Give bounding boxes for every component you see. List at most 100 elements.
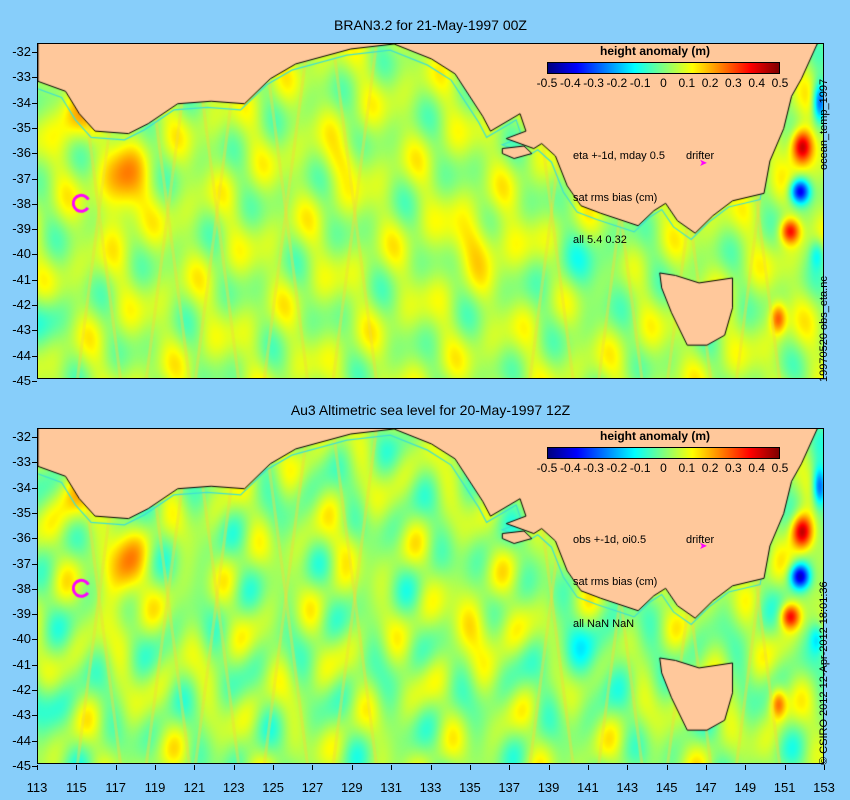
lat-tick-label: -42: [12, 297, 31, 312]
lat-tick-label: -43: [12, 322, 31, 338]
colorbar-tick-label: 0.1: [678, 461, 696, 475]
lon-tick-label: 139: [537, 780, 560, 795]
panel-2-annotation-line: all NaN NaN: [573, 618, 635, 630]
colorbar-tick-label: -0.2: [606, 76, 628, 90]
colorbar-tick-label: 0.3: [725, 76, 742, 90]
lat-tick-label: -32: [12, 429, 31, 444]
colorbar-tick-label: -0.2: [606, 461, 628, 475]
lat-tick-mark: [32, 330, 37, 332]
colorbar-tick-label: 0.5: [771, 76, 789, 90]
lon-tick-mark: [705, 765, 707, 770]
lon-tick-mark: [509, 765, 511, 770]
lon-tick-mark: [784, 765, 786, 770]
panel-1-side-label-bottom: 19970520 obs_eta.nc: [818, 276, 830, 382]
lat-tick-label: -38: [12, 195, 31, 211]
panel-1-annotation: eta +-1d, mday 0.5 sat rms bias (cm) all…: [573, 121, 665, 261]
colorbar-tick-label: 0.1: [678, 76, 696, 90]
panel-2-colorbar-title: height anomaly (m): [599, 429, 710, 443]
lat-tick-label: -33: [12, 69, 31, 85]
colorbar-tick-label: 0: [660, 76, 667, 90]
lon-tick-mark: [469, 765, 471, 770]
lon-tick-label: 117: [105, 780, 127, 795]
lon-tick-label: 121: [183, 780, 206, 795]
lon-tick-mark: [312, 765, 314, 770]
lat-tick-label: -33: [12, 454, 31, 470]
lon-tick-mark: [824, 765, 825, 770]
panel-1-colorbar-title: height anomaly (m): [599, 44, 710, 58]
panel-2-colorbar: [547, 447, 780, 459]
lon-tick-label: 143: [616, 780, 639, 795]
lat-tick-mark: [32, 588, 37, 590]
lon-tick-label: 129: [340, 780, 363, 795]
lat-tick-label: -41: [12, 271, 31, 287]
lat-tick-label: -34: [12, 479, 31, 495]
panel-1-annotation-line: eta +-1d, mday 0.5: [573, 150, 666, 162]
lon-tick-label: 131: [380, 780, 402, 795]
panel-2-map-canvas: [38, 429, 823, 763]
colorbar-tick-label: -0.3: [583, 76, 604, 90]
lat-tick-mark: [32, 178, 37, 180]
lat-tick-label: -41: [12, 656, 31, 672]
lat-tick-label: -34: [12, 94, 31, 110]
lat-tick-label: -45: [12, 372, 31, 388]
lat-tick-mark: [32, 614, 37, 616]
lat-tick-label: -39: [12, 221, 31, 237]
lon-tick-label: 137: [498, 780, 521, 795]
lon-tick-mark: [587, 765, 589, 770]
lon-tick-mark: [194, 765, 196, 770]
panel-1-side-label-top: ocean_temp_1997: [818, 78, 830, 170]
lon-tick-label: 119: [144, 780, 166, 795]
panel-1-map-canvas: [38, 44, 823, 378]
panel-2-annotation-line: sat rms bias (cm): [573, 576, 658, 588]
panel-2-annotation-line: obs +-1d, oi0.5: [573, 534, 647, 546]
panel-1-drifter-marker-icon: ➤: [699, 158, 708, 169]
lat-tick-mark: [32, 639, 37, 641]
lat-tick-mark: [32, 77, 37, 79]
lon-tick-label: 153: [813, 780, 835, 795]
lat-tick-label: -44: [12, 347, 31, 363]
lat-tick-mark: [32, 462, 37, 464]
panel-1-title: BRAN3.2 for 21-May-1997 00Z: [334, 17, 527, 33]
colorbar-tick-label: 0.4: [748, 461, 766, 475]
lat-tick-mark: [32, 765, 37, 767]
colorbar-tick-label: 0.2: [701, 76, 719, 90]
lat-tick-mark: [32, 740, 37, 742]
lon-tick-mark: [115, 765, 117, 770]
colorbar-tick-label: -0.4: [559, 461, 581, 475]
lon-tick-label: 115: [65, 780, 87, 795]
panel-2-annotation: obs +-1d, oi0.5 sat rms bias (cm) all Na…: [573, 505, 657, 645]
colorbar-tick-label: -0.5: [536, 461, 558, 475]
lat-tick-mark: [32, 512, 37, 514]
lon-tick-mark: [666, 765, 668, 770]
lon-tick-mark: [391, 765, 393, 770]
lat-tick-mark: [32, 229, 37, 231]
lon-tick-label: 141: [577, 780, 599, 795]
lon-tick-label: 133: [419, 780, 442, 795]
panel-1-map[interactable]: [37, 43, 824, 379]
colorbar-tick-label: 0.5: [771, 461, 789, 475]
colorbar-tick-label: 0.2: [701, 461, 719, 475]
panel-1-colorbar: [547, 62, 780, 74]
lat-tick-label: -44: [12, 732, 31, 748]
panel-1-annotation-line: sat rms bias (cm): [573, 192, 658, 204]
lon-tick-mark: [155, 765, 157, 770]
panel-2-drifter-label: drifter: [686, 534, 715, 546]
lon-tick-label: 147: [695, 780, 717, 795]
panel-2-map[interactable]: [37, 428, 824, 764]
lon-tick-label: 127: [301, 780, 324, 795]
colorbar-tick-label: -0.1: [629, 461, 651, 475]
lat-tick-mark: [32, 690, 37, 691]
panel-1-annotation-line: all 5.4 0.32: [573, 234, 627, 246]
lat-tick-label: -35: [12, 504, 31, 520]
colorbar-tick-label: -0.5: [536, 76, 558, 90]
lat-tick-label: -36: [12, 145, 31, 161]
lon-tick-label: 113: [26, 780, 48, 795]
lat-tick-mark: [32, 538, 37, 540]
colorbar-tick-label: 0.4: [748, 76, 766, 90]
lat-tick-label: -42: [12, 682, 31, 697]
lat-tick-label: -37: [12, 170, 31, 186]
lat-tick-mark: [32, 52, 37, 53]
lon-tick-label: 123: [222, 780, 245, 795]
lat-tick-label: -40: [12, 631, 31, 647]
lat-tick-mark: [32, 203, 37, 205]
